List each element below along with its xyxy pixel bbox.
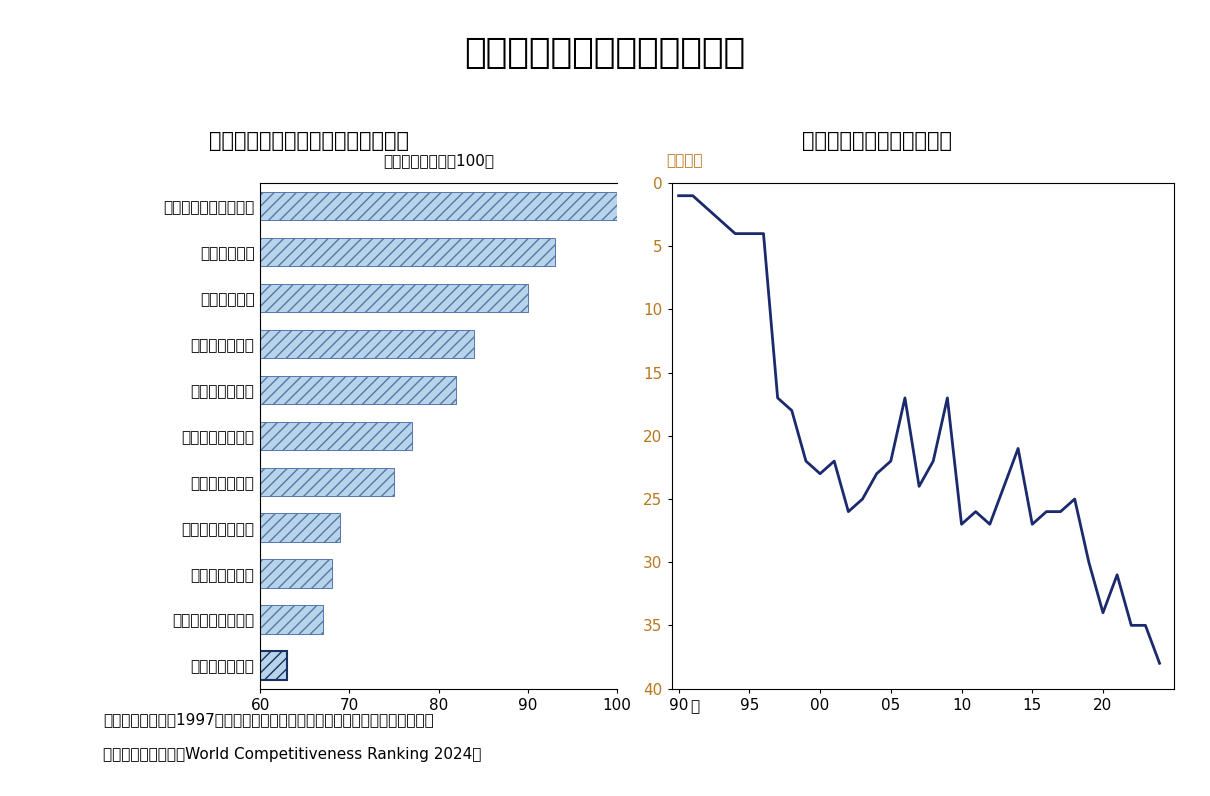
Text: （シンガポール＝100）: （シンガポール＝100） bbox=[384, 153, 494, 168]
Bar bbox=[260, 560, 332, 588]
Text: 年: 年 bbox=[690, 699, 699, 714]
Bar bbox=[260, 330, 474, 358]
Text: （日本のランキング推移）: （日本のランキング推移） bbox=[802, 131, 952, 151]
Bar bbox=[260, 467, 394, 496]
Text: （注）右図では、1997年に調査の枠組み見直しによる不連続が生じている。: （注）右図では、1997年に調査の枠組み見直しによる不連続が生じている。 bbox=[103, 712, 433, 728]
Text: （順位）: （順位） bbox=[667, 153, 703, 168]
Text: （主要国のスコア＜２０２４年＞）: （主要国のスコア＜２０２４年＞） bbox=[208, 131, 409, 151]
Bar bbox=[260, 283, 528, 312]
Bar bbox=[260, 238, 554, 266]
Bar bbox=[260, 606, 323, 634]
Bar bbox=[260, 422, 411, 450]
Bar bbox=[260, 651, 287, 680]
Text: （出所）　ＩＭＤ「World Competitiveness Ranking 2024」: （出所） ＩＭＤ「World Competitiveness Ranking 2… bbox=[103, 747, 482, 762]
Text: ＩＭＤ世界競争力ランキング: ＩＭＤ世界競争力ランキング bbox=[465, 36, 745, 70]
Bar bbox=[260, 513, 340, 542]
Bar bbox=[260, 192, 617, 220]
Bar bbox=[260, 376, 456, 404]
